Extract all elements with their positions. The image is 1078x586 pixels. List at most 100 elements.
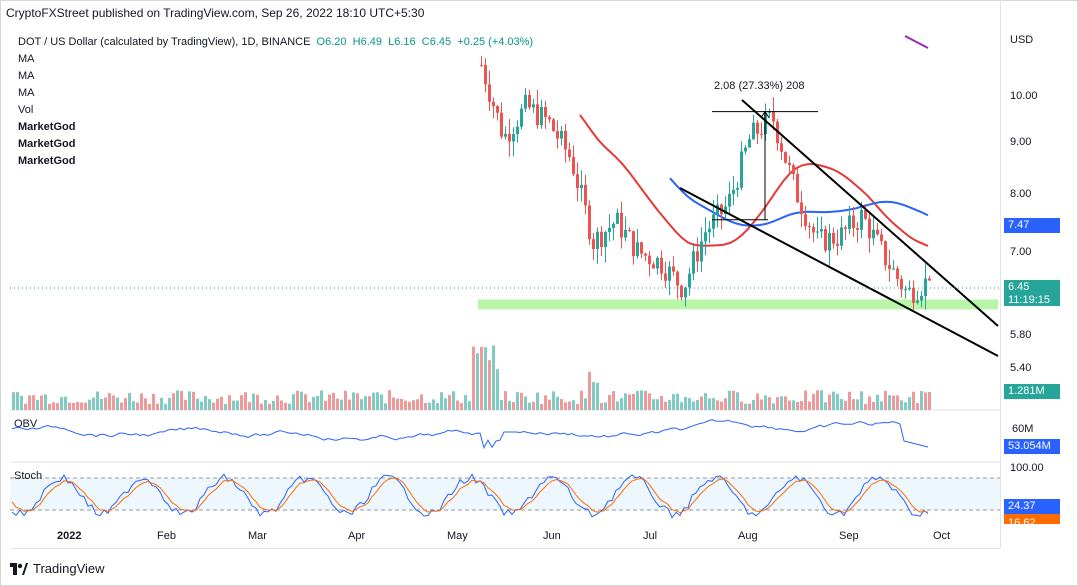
volume-bar (704, 393, 707, 410)
volume-bar (444, 398, 447, 410)
volume-bar (600, 403, 603, 410)
candle-body (564, 130, 567, 150)
candle-body (568, 149, 571, 158)
volume-bar (772, 403, 775, 410)
candle-body (792, 165, 795, 174)
volume-bar (188, 391, 191, 410)
candle-body (592, 239, 595, 250)
volume-bar (68, 402, 71, 410)
volume-bar (640, 390, 643, 410)
candle-body (648, 255, 651, 265)
volume-bar (224, 403, 227, 410)
volume-bar (76, 401, 79, 410)
candle-body (924, 278, 927, 296)
measure-label: 2.08 (27.33%) 208 (712, 80, 807, 92)
volume-bar (512, 402, 515, 410)
candle-body (492, 101, 495, 107)
candle-body (620, 212, 623, 238)
volume-bar (568, 401, 571, 410)
candle-body (504, 133, 507, 137)
candle-body (728, 193, 731, 207)
volume-bar (208, 399, 211, 410)
volume-bar (800, 401, 803, 410)
candle-body (832, 232, 835, 244)
currency-label: USD (1010, 34, 1034, 46)
candle-body (588, 205, 591, 240)
candle-body (804, 214, 807, 226)
legend-indicator-1[interactable]: MarketGod (18, 121, 76, 133)
candle-body (824, 229, 827, 251)
legend-ma-2[interactable]: MA (18, 70, 35, 82)
time-tick: Sep (839, 530, 859, 542)
volume-bar (532, 401, 535, 410)
legend-ma-3[interactable]: MA (18, 87, 35, 99)
volume-bar (716, 400, 719, 410)
volume-bar (120, 402, 123, 410)
candles (480, 56, 931, 311)
volume-bar (448, 395, 451, 410)
time-tick: Feb (157, 530, 176, 542)
legend-indicator-2[interactable]: MarketGod (18, 138, 76, 150)
symbol-row[interactable]: DOT / US Dollar (calculated by TradingVi… (18, 34, 533, 51)
candle-body (528, 94, 531, 108)
volume-bar (728, 390, 731, 410)
legend-ma-1[interactable]: MA (18, 53, 35, 65)
volume-bar (436, 402, 439, 410)
volume-bar (272, 400, 275, 410)
volume-bar (124, 398, 127, 410)
candle-body (496, 106, 499, 113)
volume-bar (356, 393, 359, 410)
candle-body (848, 215, 851, 229)
volume-bar (348, 399, 351, 410)
volume-bar (216, 398, 219, 410)
volume-bar (296, 390, 299, 410)
ma-purple-line (904, 35, 929, 49)
legend-volume[interactable]: Vol (18, 104, 34, 116)
volume-bar (560, 399, 563, 410)
volume-bar (384, 403, 387, 410)
volume-bar (160, 397, 163, 410)
volume-bar (200, 401, 203, 410)
price-axis-divider (1000, 0, 1001, 548)
volume-bar (156, 403, 159, 410)
volume-bar (736, 392, 739, 410)
time-tick: Oct (933, 530, 951, 542)
candle-body (860, 210, 863, 230)
volume-bar (212, 402, 215, 410)
volume-bar (172, 393, 175, 410)
volume-bar (616, 401, 619, 410)
volume-bar (92, 397, 95, 410)
volume-bar (504, 391, 507, 410)
legend-indicator-3[interactable]: MarketGod (18, 155, 76, 167)
stoch-k-line (11, 473, 929, 519)
obv-label[interactable]: OBV (14, 418, 38, 430)
volume-bar (628, 394, 631, 410)
candle-body (740, 151, 743, 188)
stoch-label[interactable]: Stoch (14, 470, 43, 482)
upper-trendline (741, 99, 999, 327)
volume-bar (648, 393, 651, 410)
volume-bar (536, 392, 539, 410)
candle-body (800, 202, 803, 215)
volume-bar (896, 395, 899, 410)
support-zone (478, 299, 998, 310)
volume-bar (460, 403, 463, 410)
candle-body (604, 231, 607, 247)
volume-bar (328, 394, 331, 410)
volume-bar (696, 399, 699, 410)
volume-bar (392, 397, 395, 410)
volume-bar (748, 403, 751, 410)
volume-bar (780, 396, 783, 410)
obv-axis-tick: 60M (1012, 423, 1034, 435)
candle-body (724, 206, 727, 215)
volume-bar (372, 392, 375, 410)
tradingview-brand[interactable]: TradingView (10, 561, 105, 576)
volume-bar (652, 399, 655, 410)
volume-bar (316, 395, 319, 410)
candle-body (704, 232, 707, 242)
volume-bar (680, 402, 683, 410)
volume-bar (204, 395, 207, 410)
candle-body (600, 231, 603, 247)
volume-bar (844, 400, 847, 410)
